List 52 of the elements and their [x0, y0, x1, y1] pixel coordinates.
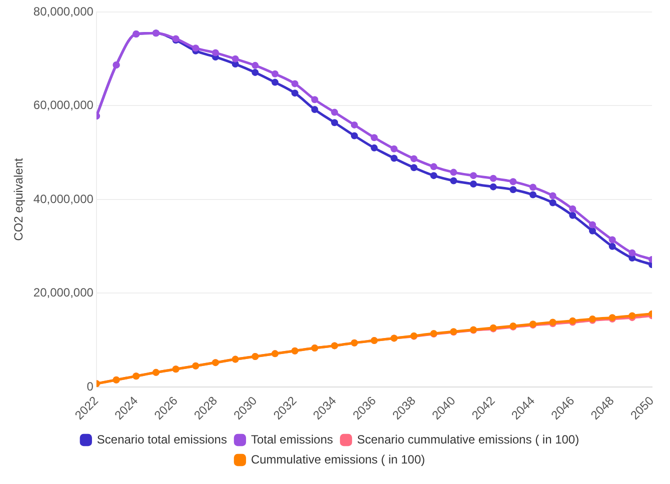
point	[252, 62, 259, 69]
point	[331, 119, 338, 126]
point	[291, 80, 298, 88]
point	[450, 168, 458, 176]
y-tick-label: 0	[86, 379, 94, 394]
point	[490, 174, 497, 182]
point	[212, 49, 220, 56]
point	[588, 221, 596, 228]
point	[350, 132, 358, 140]
point	[390, 145, 398, 152]
legend-label: Total emissions	[250, 432, 333, 446]
legend-label: Scenario cummulative emissions ( in 100)	[357, 432, 580, 446]
y-tick-label: 20,000,000	[33, 286, 94, 300]
point	[490, 183, 497, 190]
point	[272, 70, 279, 78]
point	[350, 121, 358, 128]
point	[529, 184, 536, 191]
point	[370, 134, 378, 142]
point	[470, 172, 477, 180]
point	[608, 242, 616, 250]
point	[529, 191, 536, 198]
legend-label: Scenario total emissions	[96, 432, 227, 446]
point	[410, 155, 418, 162]
point	[390, 154, 398, 162]
point	[410, 164, 418, 172]
point	[430, 163, 438, 170]
point	[510, 178, 517, 186]
point	[430, 172, 438, 180]
point	[608, 236, 616, 244]
point	[291, 90, 298, 97]
point	[549, 192, 556, 200]
y-axis-title: CO2 equivalent	[12, 157, 26, 241]
point	[510, 186, 517, 194]
point	[549, 199, 556, 206]
point	[470, 180, 477, 188]
point	[569, 205, 576, 212]
y-tick-label: 80,000,000	[33, 4, 94, 18]
point	[272, 78, 279, 86]
point	[311, 106, 318, 113]
legend-label: Cummulative emissions ( in 100)	[250, 452, 426, 466]
point	[370, 144, 378, 152]
point	[588, 227, 596, 234]
point	[192, 44, 200, 52]
y-tick-label: 60,000,000	[33, 98, 94, 112]
point	[628, 249, 636, 256]
point	[450, 177, 458, 184]
point	[311, 96, 318, 104]
point	[569, 212, 576, 219]
point	[331, 108, 338, 116]
y-tick-label: 40,000,000	[33, 192, 94, 206]
point	[232, 55, 239, 62]
point	[252, 68, 259, 76]
